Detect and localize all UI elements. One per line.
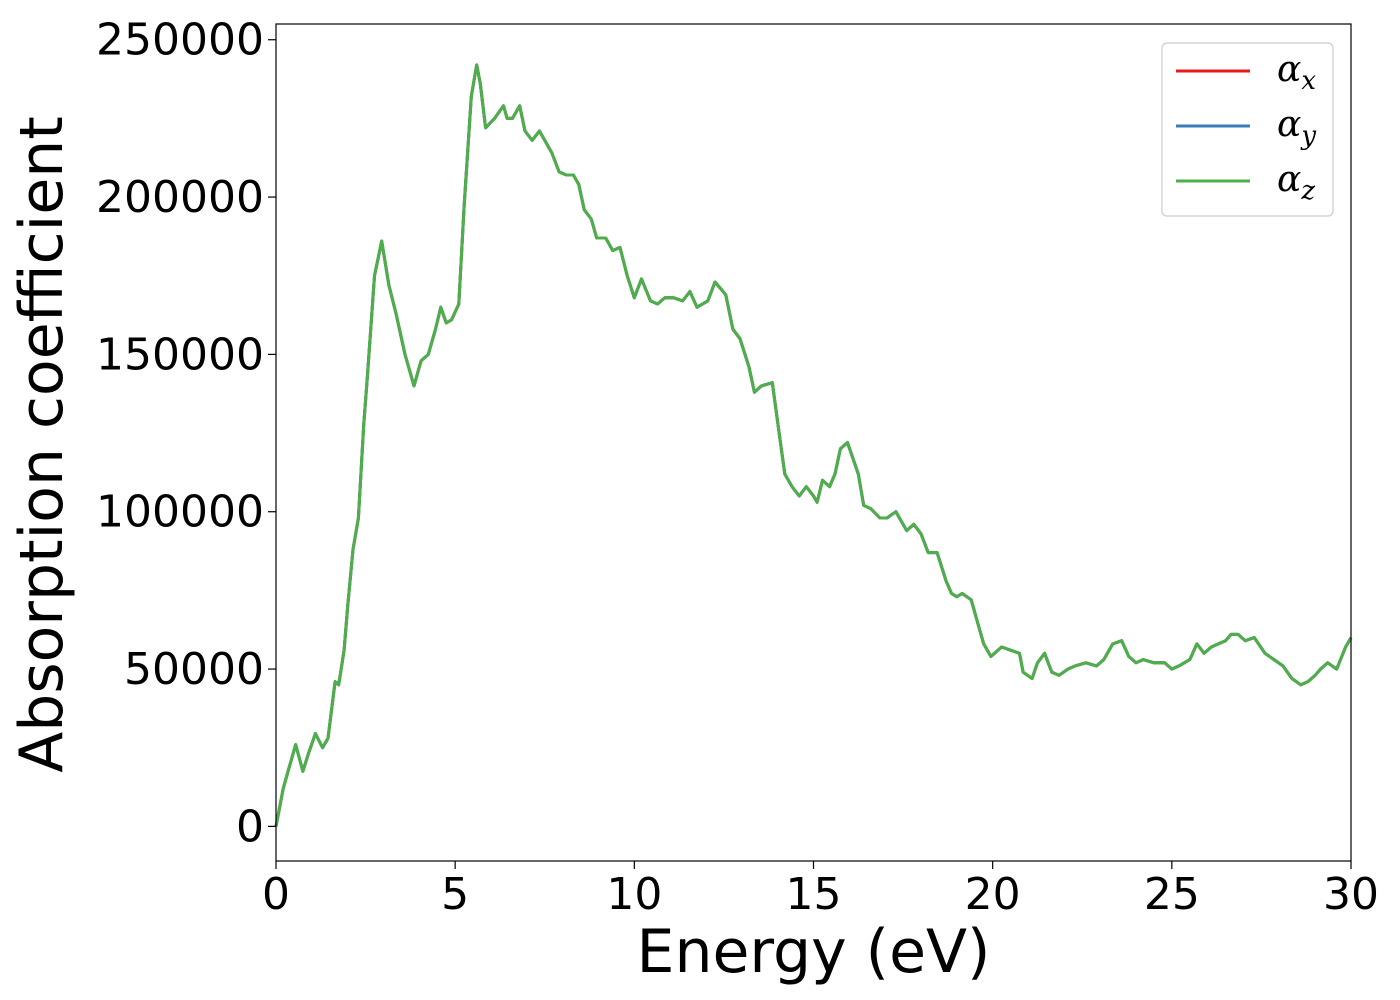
y-axis-ticks: 0 50000 100000 150000 200000 250000: [96, 15, 276, 852]
y-tick-label: 150000: [96, 329, 264, 380]
y-tick-label: 250000: [96, 15, 264, 66]
plot-area: [274, 63, 1353, 827]
y-tick-label: 200000: [96, 172, 264, 223]
y-tick-label: 50000: [124, 644, 264, 695]
x-tick-label: 0: [262, 869, 290, 920]
x-tick-label: 15: [786, 869, 842, 920]
legend-box: [1161, 42, 1334, 217]
y-axis-label: Absorption coefficient: [7, 116, 77, 773]
x-axis-label: Energy (eV): [637, 917, 991, 987]
legend-label-alpha-x: αx: [1277, 49, 1316, 96]
y-tick-label: 100000: [96, 487, 264, 538]
x-axis-ticks: 0 5 10 15 20 25 30: [262, 861, 1379, 920]
x-tick-label: 20: [965, 869, 1021, 920]
legend-label-alpha-z: αz: [1277, 159, 1315, 206]
legend-label-alpha-y: αy: [1277, 104, 1316, 151]
legend: αx αy αz: [1161, 42, 1334, 217]
y-tick-label: 0: [236, 801, 264, 852]
x-tick-label: 25: [1144, 869, 1200, 920]
x-tick-label: 5: [441, 869, 469, 920]
x-tick-label: 30: [1323, 869, 1379, 920]
x-tick-label: 10: [606, 869, 662, 920]
series-line-alpha-z: [274, 63, 1353, 827]
